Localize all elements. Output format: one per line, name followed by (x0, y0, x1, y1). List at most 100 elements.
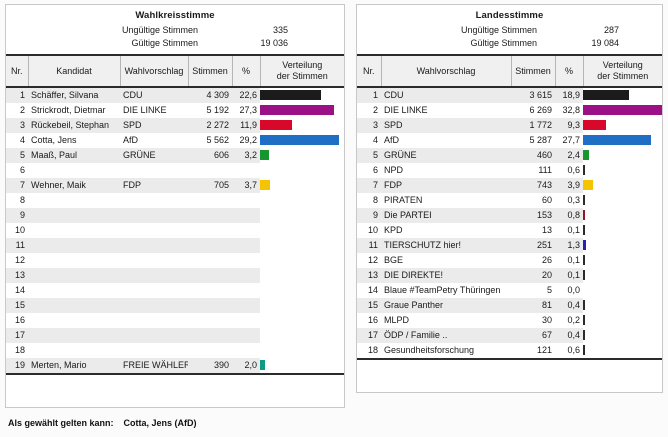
left-row-candidate: Strickrodt, Dietmar (28, 103, 120, 118)
left-row-votes (188, 253, 232, 268)
table-row[interactable]: 10 (6, 223, 344, 238)
right-row-bar-cell (583, 163, 662, 178)
left-row-nr: 8 (6, 193, 28, 208)
table-row[interactable]: 4 Cotta, Jens AfD 5 562 29,2 (6, 133, 344, 148)
left-row-bar-cell (260, 268, 344, 283)
table-row[interactable]: 1 Schäffer, Silvana CDU 4 309 22,6 (6, 87, 344, 103)
right-row-nr: 16 (357, 313, 381, 328)
table-row[interactable]: 13 DIE DIREKTE! 20 0,1 (357, 268, 662, 283)
right-row-party: GRÜNE (381, 148, 511, 163)
right-row-votes: 153 (511, 208, 555, 223)
right-row-party: Blaue #TeamPetry Thüringen (381, 283, 511, 298)
right-row-party: Die PARTEI (381, 208, 511, 223)
right-row-bar (583, 330, 585, 340)
right-row-votes: 30 (511, 313, 555, 328)
table-row[interactable]: 15 (6, 298, 344, 313)
right-summary-invalid-value: 287 (603, 25, 619, 35)
table-row[interactable]: 7 FDP 743 3,9 (357, 178, 662, 193)
left-row-nr: 17 (6, 328, 28, 343)
left-row-party (120, 238, 188, 253)
right-row-percent: 9,3 (555, 118, 583, 133)
landesstimme-panel: Landesstimme Ungültige Stimmen 287 Gülti… (356, 4, 663, 393)
right-row-party: AfD (381, 133, 511, 148)
table-row[interactable]: 11 (6, 238, 344, 253)
left-row-votes: 5 192 (188, 103, 232, 118)
right-row-bar-cell (583, 133, 662, 148)
left-row-candidate (28, 238, 120, 253)
right-col-wahlvorschlag: Wahlvorschlag (380, 54, 511, 88)
left-row-party (120, 193, 188, 208)
left-row-party (120, 328, 188, 343)
table-row[interactable]: 9 Die PARTEI 153 0,8 (357, 208, 662, 223)
left-row-percent: 3,7 (232, 178, 260, 193)
left-row-party: SPD (120, 118, 188, 133)
table-row[interactable]: 10 KPD 13 0,1 (357, 223, 662, 238)
table-row[interactable]: 14 (6, 283, 344, 298)
right-row-party: KPD (381, 223, 511, 238)
right-row-bar (583, 345, 585, 355)
table-row[interactable]: 5 GRÜNE 460 2,4 (357, 148, 662, 163)
right-row-votes: 5 (511, 283, 555, 298)
table-row[interactable]: 4 AfD 5 287 27,7 (357, 133, 662, 148)
left-row-party (120, 268, 188, 283)
left-row-bar-cell (260, 87, 344, 103)
table-row[interactable]: 7 Wehner, Maik FDP 705 3,7 (6, 178, 344, 193)
left-row-nr: 19 (6, 358, 28, 373)
right-row-bar (583, 105, 662, 115)
table-row[interactable]: 19 Merten, Mario FREIE WÄHLER 390 2,0 (6, 358, 344, 373)
table-row[interactable]: 16 MLPD 30 0,2 (357, 313, 662, 328)
table-row[interactable]: 11 TIERSCHUTZ hier! 251 1,3 (357, 238, 662, 253)
left-row-votes (188, 283, 232, 298)
right-table-header-row: Nr. Wahlvorschlag Stimmen % Verteilung d… (357, 54, 662, 88)
right-row-bar-cell (583, 193, 662, 208)
table-row[interactable]: 5 Maaß, Paul GRÜNE 606 3,2 (6, 148, 344, 163)
left-row-candidate (28, 313, 120, 328)
wahlkreisstimme-panel: Wahlkreisstimme Ungültige Stimmen 335 Gü… (5, 4, 345, 408)
table-row[interactable]: 18 Gesundheitsforschung 121 0,6 (357, 343, 662, 358)
left-row-bar-cell (260, 298, 344, 313)
left-row-bar-cell (260, 163, 344, 178)
left-row-candidate (28, 208, 120, 223)
table-row[interactable]: 3 Rückebeil, Stephan SPD 2 272 11,9 (6, 118, 344, 133)
table-row[interactable]: 14 Blaue #TeamPetry Thüringen 5 0,0 (357, 283, 662, 298)
right-row-bar-cell (583, 343, 662, 358)
table-row[interactable]: 8 PIRATEN 60 0,3 (357, 193, 662, 208)
left-row-party (120, 343, 188, 358)
table-row[interactable]: 2 DIE LINKE 6 269 32,8 (357, 103, 662, 118)
table-row[interactable]: 13 (6, 268, 344, 283)
left-row-candidate (28, 343, 120, 358)
table-row[interactable]: 17 ÖDP / Familie .. 67 0,4 (357, 328, 662, 343)
left-row-bar-cell (260, 313, 344, 328)
right-row-nr: 4 (357, 133, 381, 148)
table-row[interactable]: 3 SPD 1 772 9,3 (357, 118, 662, 133)
table-row[interactable]: 6 NPD 111 0,6 (357, 163, 662, 178)
left-row-votes (188, 238, 232, 253)
left-row-bar (260, 150, 269, 160)
table-row[interactable]: 12 BGE 26 0,1 (357, 253, 662, 268)
table-row[interactable]: 1 CDU 3 615 18,9 (357, 87, 662, 103)
table-row[interactable]: 6 (6, 163, 344, 178)
table-row[interactable]: 15 Graue Panther 81 0,4 (357, 298, 662, 313)
table-row[interactable]: 2 Strickrodt, Dietmar DIE LINKE 5 192 27,3 (6, 103, 344, 118)
right-row-votes: 121 (511, 343, 555, 358)
left-row-party (120, 253, 188, 268)
right-row-nr: 12 (357, 253, 381, 268)
table-row[interactable]: 17 (6, 328, 344, 343)
table-row[interactable]: 16 (6, 313, 344, 328)
table-row[interactable]: 8 (6, 193, 344, 208)
left-row-percent (232, 253, 260, 268)
left-row-nr: 6 (6, 163, 28, 178)
table-row[interactable]: 18 (6, 343, 344, 358)
right-row-percent: 0,0 (555, 283, 583, 298)
left-row-bar-cell (260, 208, 344, 223)
table-row[interactable]: 12 (6, 253, 344, 268)
right-row-nr: 1 (357, 87, 381, 103)
right-row-nr: 13 (357, 268, 381, 283)
left-row-votes: 5 562 (188, 133, 232, 148)
table-row[interactable]: 9 (6, 208, 344, 223)
left-row-votes: 4 309 (188, 87, 232, 103)
left-row-percent (232, 313, 260, 328)
right-row-party: Gesundheitsforschung (381, 343, 511, 358)
left-summary-invalid: Ungültige Stimmen 335 (6, 24, 344, 37)
right-row-bar-cell (583, 103, 662, 118)
